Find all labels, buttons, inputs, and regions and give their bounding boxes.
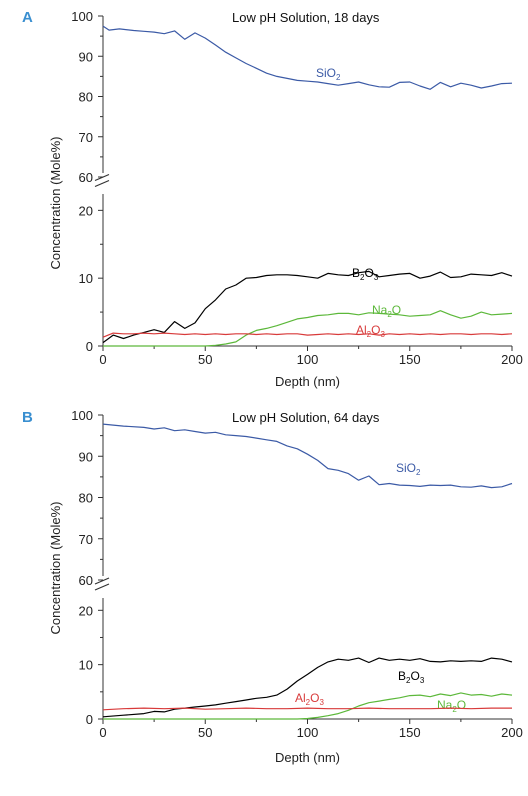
x-tick-label: 0 [99,352,106,367]
x-tick-label: 50 [198,352,212,367]
series-line-Al2O3 [102,707,512,711]
x-axis-label: Depth (nm) [275,374,340,389]
series-line-SiO2 [102,25,513,90]
x-tick-label: 0 [99,725,106,740]
axis-break-mark [94,577,110,585]
series-label-Na2O: Na2O [437,698,466,714]
y-axis-label: Concentration (Mole%) [48,137,63,270]
series-label-SiO2: SiO2 [396,461,421,477]
series-label-SiO2: SiO2 [316,66,341,82]
y-tick-label: 80 [79,90,93,105]
series-line-Al2O3 [102,332,513,338]
series-line-Na2O [103,692,513,720]
y-tick-label: 70 [79,532,93,547]
y-tick-label: 10 [79,658,93,673]
axis-break-mark [94,583,110,591]
y-tick-label: 90 [79,449,93,464]
y-tick-label: 0 [86,712,93,727]
y-tick-label: 70 [79,130,93,145]
y-axis-label: Concentration (Mole%) [48,502,63,635]
series-label-Al2O3: Al2O3 [356,323,385,339]
y-tick-label: 0 [86,339,93,354]
x-axis-label: Depth (nm) [275,750,340,765]
x-tick-label: 200 [501,725,523,740]
x-tick-label: 50 [198,725,212,740]
x-tick-label: 100 [297,352,319,367]
chart-title: Low pH Solution, 18 days [232,10,380,25]
series-line-Na2O [103,310,513,347]
y-tick-label: 20 [79,203,93,218]
series-label-B2O3: B2O3 [398,669,425,685]
y-tick-label: 60 [79,573,93,588]
axis-break-mark [94,179,110,188]
x-tick-label: 150 [399,725,421,740]
series-line-SiO2 [102,423,513,489]
series-label-B2O3: B2O3 [352,266,379,282]
y-tick-label: 100 [71,9,93,24]
x-tick-label: 150 [399,352,421,367]
x-tick-label: 200 [501,352,523,367]
series-label-Al2O3: Al2O3 [295,691,324,707]
y-tick-label: 80 [79,491,93,506]
x-tick-label: 100 [297,725,319,740]
y-tick-label: 60 [79,170,93,185]
panel-label: A [22,9,33,26]
y-tick-label: 20 [79,603,93,618]
panel-label: B [22,409,33,426]
y-tick-label: 90 [79,49,93,64]
y-tick-label: 10 [79,271,93,286]
chart-title: Low pH Solution, 64 days [232,410,380,425]
y-tick-label: 100 [71,408,93,423]
series-line-B2O3 [102,270,513,344]
series-label-Na2O: Na2O [372,303,401,319]
